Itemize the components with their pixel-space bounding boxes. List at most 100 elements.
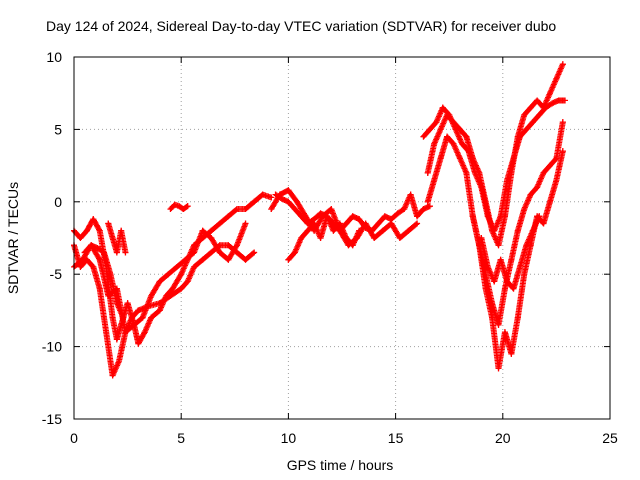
data-point xyxy=(523,126,530,133)
data-point xyxy=(268,194,275,201)
data-point xyxy=(559,148,566,155)
data-point xyxy=(437,155,444,162)
data-point xyxy=(113,336,120,343)
data-point xyxy=(323,213,330,220)
data-point xyxy=(536,111,543,118)
data-point xyxy=(251,198,258,205)
x-tick-label: 25 xyxy=(602,430,618,446)
series-11 xyxy=(424,61,566,249)
data-point xyxy=(208,249,215,256)
data-point xyxy=(534,97,541,104)
data-point xyxy=(381,213,388,220)
data-point xyxy=(225,256,232,263)
data-point xyxy=(118,227,125,234)
data-point xyxy=(199,256,206,263)
data-point xyxy=(495,242,502,249)
data-point xyxy=(516,263,523,270)
series-4 xyxy=(81,242,127,321)
data-point xyxy=(101,249,108,256)
series-5 xyxy=(105,220,129,256)
data-point xyxy=(109,372,116,379)
data-point xyxy=(131,321,138,328)
data-point xyxy=(167,206,174,213)
data-point xyxy=(124,300,131,307)
data-point xyxy=(495,321,502,328)
data-point xyxy=(298,235,305,241)
data-point xyxy=(463,133,470,140)
data-point xyxy=(242,220,249,227)
series-8 xyxy=(268,187,421,249)
data-point xyxy=(405,227,412,234)
data-point xyxy=(199,227,206,234)
data-point xyxy=(444,111,451,118)
data-point xyxy=(484,263,491,270)
data-point xyxy=(553,75,560,82)
data-point xyxy=(81,249,88,256)
data-point xyxy=(251,249,258,256)
data-point xyxy=(521,111,528,118)
data-point xyxy=(437,126,444,133)
data-point xyxy=(546,198,553,205)
data-point xyxy=(317,235,324,241)
data-point xyxy=(414,220,421,227)
data-point xyxy=(276,191,283,198)
data-point xyxy=(79,256,86,263)
data-point xyxy=(514,133,521,140)
data-point xyxy=(105,292,112,299)
data-point xyxy=(514,227,521,234)
data-point xyxy=(109,235,116,241)
series-markers xyxy=(268,187,421,249)
data-point xyxy=(549,100,556,107)
data-point xyxy=(291,249,298,256)
data-point xyxy=(120,314,127,321)
data-point xyxy=(330,227,337,234)
data-point xyxy=(216,242,223,249)
data-point xyxy=(285,198,292,205)
data-point xyxy=(424,198,431,205)
data-point xyxy=(216,249,223,256)
data-point xyxy=(109,314,116,321)
data-point xyxy=(546,90,553,97)
plot-frame xyxy=(73,56,611,420)
data-point xyxy=(88,242,95,249)
data-point xyxy=(433,119,440,126)
data-point xyxy=(165,271,172,278)
data-point xyxy=(540,104,547,111)
data-point xyxy=(178,285,185,292)
data-point xyxy=(184,278,191,285)
data-point xyxy=(135,340,142,347)
data-point xyxy=(407,191,414,198)
data-point xyxy=(96,256,103,263)
data-point xyxy=(268,206,275,213)
data-point xyxy=(169,285,176,292)
data-point xyxy=(105,220,112,227)
data-point xyxy=(431,140,438,147)
data-point xyxy=(182,256,189,263)
data-point xyxy=(482,285,489,292)
data-point xyxy=(444,133,451,140)
data-point xyxy=(180,206,187,213)
data-point xyxy=(495,365,502,372)
data-point xyxy=(349,213,356,220)
series-6 xyxy=(167,201,191,213)
data-point xyxy=(343,220,350,227)
data-point xyxy=(94,245,101,252)
data-point xyxy=(285,256,292,263)
data-point xyxy=(83,227,90,234)
y-tick-label: 0 xyxy=(54,194,62,210)
data-point xyxy=(514,314,521,321)
data-point xyxy=(396,235,403,241)
data-point xyxy=(156,300,163,307)
data-point xyxy=(116,358,123,365)
data-point xyxy=(343,235,350,241)
data-point xyxy=(561,97,568,104)
data-point xyxy=(379,227,386,234)
data-point xyxy=(523,242,530,249)
data-point xyxy=(521,271,528,278)
data-point xyxy=(156,307,163,314)
data-point xyxy=(508,169,515,176)
data-point xyxy=(362,220,369,227)
data-point xyxy=(489,314,496,321)
data-point xyxy=(242,256,249,263)
